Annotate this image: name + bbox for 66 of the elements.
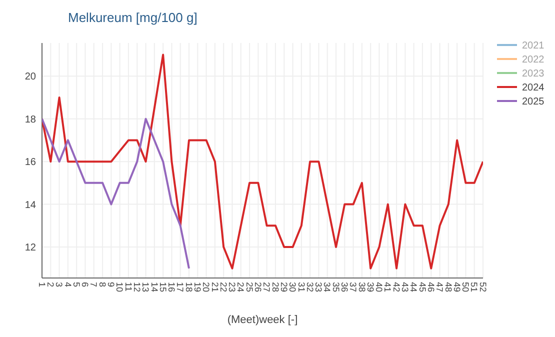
x-tick-label: 41 xyxy=(382,282,393,292)
x-tick-label: 1 xyxy=(36,282,47,288)
legend-label: 2025 xyxy=(522,96,545,108)
x-tick-label: 30 xyxy=(288,282,298,292)
x-tick-label: 42 xyxy=(391,282,402,292)
x-tick-label: 34 xyxy=(322,282,332,292)
line-series xyxy=(42,54,483,270)
x-tick-label: 38 xyxy=(356,282,367,292)
x-tick-label: 50 xyxy=(460,282,471,292)
x-tick-label: 10 xyxy=(114,282,125,292)
x-axis-title: (Meet)week [-] xyxy=(227,314,298,326)
x-tick-label: 48 xyxy=(443,282,454,292)
x-tick-label: 9 xyxy=(106,282,116,288)
x-tick-label: 47 xyxy=(434,282,445,292)
y-tick-label: 16 xyxy=(24,157,36,168)
x-tick-label: 19 xyxy=(192,282,202,292)
x-tick-label: 22 xyxy=(218,282,228,292)
x-tick-label: 28 xyxy=(270,282,280,292)
x-tick-label: 27 xyxy=(262,282,272,292)
x-tick-label: 14 xyxy=(149,282,160,292)
x-tick-label: 52 xyxy=(478,282,488,292)
x-tick-label: 31 xyxy=(296,282,306,292)
x-tick-label: 17 xyxy=(175,282,186,292)
x-tick-label: 39 xyxy=(365,282,376,292)
x-tick-label: 5 xyxy=(71,282,82,288)
x-tick-label: 37 xyxy=(348,282,358,292)
x-tick-label: 23 xyxy=(227,282,238,292)
x-tick-label: 45 xyxy=(417,282,428,292)
x-tick-label: 29 xyxy=(278,282,289,292)
x-tick-label: 3 xyxy=(54,282,64,288)
x-tick-label: 51 xyxy=(469,282,480,292)
x-tick-label: 6 xyxy=(80,282,90,288)
x-tick-label: 18 xyxy=(184,282,194,292)
x-tick-label: 8 xyxy=(97,282,108,288)
legend-label: 2021 xyxy=(522,40,545,52)
x-tick-label: 46 xyxy=(426,282,436,292)
x-tick-label: 13 xyxy=(140,282,151,292)
x-tick-label: 44 xyxy=(408,282,419,292)
y-tick-label: 14 xyxy=(24,200,36,211)
x-tick-label: 21 xyxy=(210,282,220,292)
x-tick-label: 7 xyxy=(88,282,99,288)
x-tick-label: 15 xyxy=(158,282,168,292)
x-tick-label: 25 xyxy=(244,282,254,292)
x-tick-label: 40 xyxy=(374,282,384,292)
x-tick-label: 11 xyxy=(123,282,134,292)
x-tick-label: 26 xyxy=(253,282,264,292)
x-tick-label: 16 xyxy=(166,282,177,292)
x-tick-label: 2 xyxy=(45,282,56,288)
x-tick-label: 36 xyxy=(339,282,350,292)
x-tick-label: 12 xyxy=(132,282,142,292)
x-tick-label: 43 xyxy=(400,282,410,292)
x-tick-label: 4 xyxy=(62,282,73,288)
x-tick-label: 49 xyxy=(452,282,462,292)
legend-label: 2023 xyxy=(522,68,545,80)
legend-label: 2024 xyxy=(522,82,545,94)
x-tick-label: 33 xyxy=(314,282,324,292)
chart-title: Melkureum [mg/100 g] xyxy=(68,10,198,25)
x-tick-label: 24 xyxy=(236,282,246,292)
x-tick-label: 32 xyxy=(304,282,315,292)
x-tick-label: 35 xyxy=(330,282,341,292)
x-tick-label: 20 xyxy=(201,282,212,292)
legend-label: 2022 xyxy=(522,54,545,66)
y-tick-label: 20 xyxy=(24,72,36,83)
y-tick-label: 12 xyxy=(24,242,36,254)
y-tick-label: 18 xyxy=(24,114,36,126)
line-series xyxy=(42,118,190,270)
